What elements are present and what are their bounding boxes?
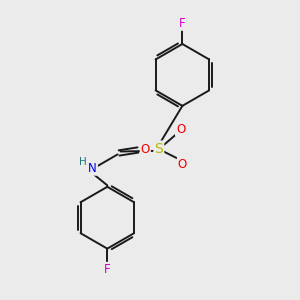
Text: O: O	[176, 123, 185, 136]
Text: F: F	[179, 17, 186, 30]
Text: N: N	[88, 162, 97, 175]
Text: O: O	[178, 158, 187, 171]
Text: H: H	[79, 157, 87, 167]
Text: O: O	[141, 143, 150, 156]
Text: S: S	[154, 142, 163, 155]
Text: F: F	[104, 263, 111, 276]
